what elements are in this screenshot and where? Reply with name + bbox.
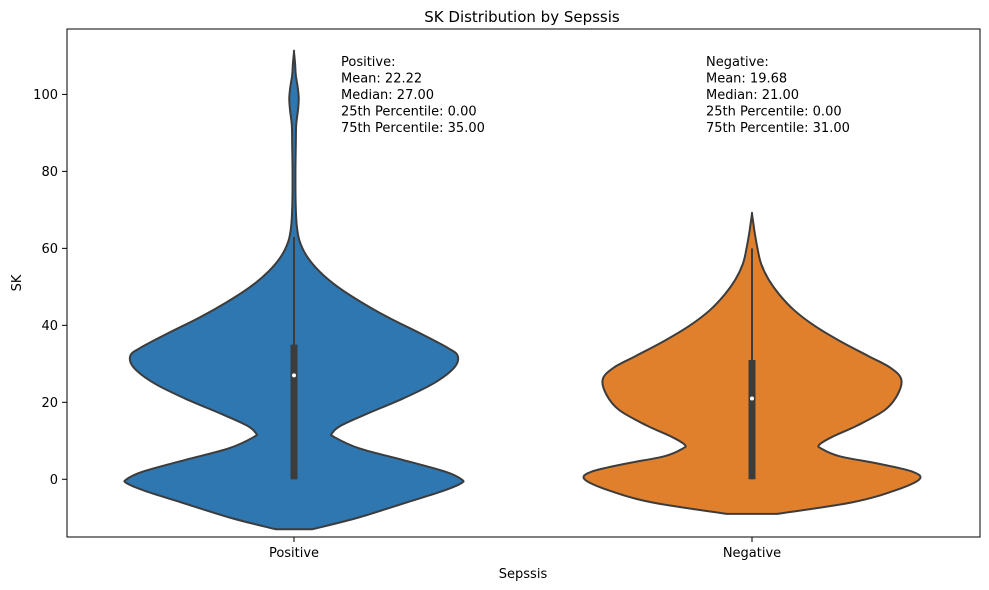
y-tick-label: 40 bbox=[41, 319, 58, 334]
median-marker-positive bbox=[292, 373, 296, 378]
y-tick-label: 0 bbox=[50, 473, 58, 488]
median-marker-negative bbox=[750, 396, 754, 401]
y-tick-label: 60 bbox=[41, 242, 58, 257]
annotation-line-positive: Median: 27.00 bbox=[341, 88, 434, 103]
x-axis-title: Sepssis bbox=[499, 567, 548, 582]
iqr-box-positive bbox=[290, 344, 298, 480]
y-axis-title: SK bbox=[10, 274, 25, 291]
y-tick-label: 100 bbox=[33, 88, 58, 103]
y-axis: 0 20 40 60 80 100 bbox=[33, 88, 67, 488]
annotation-line-negative: 75th Percentile: 31.00 bbox=[706, 121, 850, 136]
annotation-line-positive: 75th Percentile: 35.00 bbox=[341, 121, 485, 136]
chart-title: SK Distribution by Sepssis bbox=[424, 8, 620, 26]
x-axis: Positive Negative bbox=[269, 537, 781, 561]
annotation-line-negative: 25th Percentile: 0.00 bbox=[706, 105, 842, 120]
plot-frame bbox=[66, 28, 981, 538]
annotation-line-negative: Mean: 19.68 bbox=[706, 72, 787, 87]
y-tick-label: 80 bbox=[41, 165, 58, 180]
annotation-line-negative: Median: 21.00 bbox=[706, 88, 799, 103]
violins-group bbox=[123, 49, 922, 531]
annotation-line-positive: Mean: 22.22 bbox=[341, 72, 422, 87]
annotation-line-negative: Negative: bbox=[706, 55, 769, 70]
x-tick-label: Positive bbox=[269, 546, 319, 561]
annotation-line-positive: Positive: bbox=[341, 55, 396, 70]
annotation-line-positive: 25th Percentile: 0.00 bbox=[341, 105, 477, 120]
x-tick-label: Negative bbox=[723, 546, 781, 561]
y-tick-label: 20 bbox=[41, 396, 58, 411]
iqr-box-negative bbox=[748, 359, 756, 480]
